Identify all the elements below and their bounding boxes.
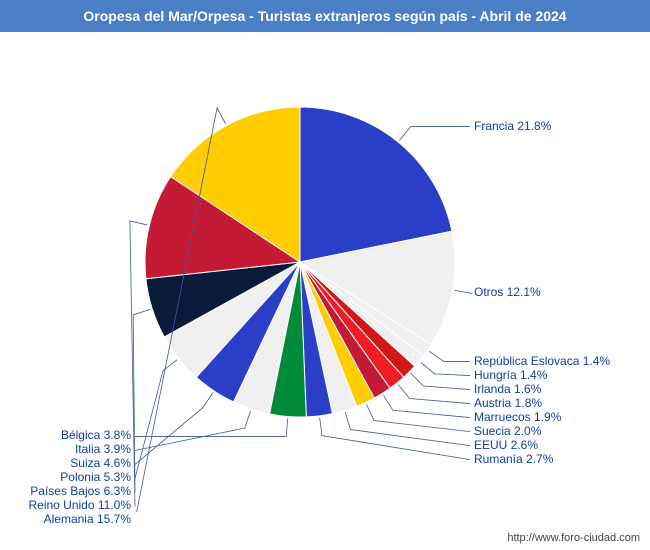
slice-label: Marruecos 1.9%	[474, 410, 561, 424]
slice-label: Hungría 1.4%	[474, 368, 547, 382]
slice-label: EEUU 2.6%	[474, 438, 538, 452]
leader-line	[135, 360, 177, 479]
slice-label: Reino Unido 11.0%	[28, 498, 131, 512]
slice-label: Suecia 2.0%	[474, 424, 541, 438]
slice-label: Países Bajos 6.3%	[30, 484, 131, 498]
slice-label: Polonia 5.3%	[60, 470, 131, 484]
slice-label: República Eslovaca 1.4%	[474, 354, 610, 368]
leader-line	[429, 351, 470, 361]
slice-label: Suiza 4.6%	[70, 456, 131, 470]
chart-title: Oropesa del Mar/Orpesa - Turistas extran…	[0, 0, 650, 32]
slice-label: Otros 12.1%	[474, 285, 541, 299]
leader-line	[383, 395, 470, 418]
slice-label: Austria 1.8%	[474, 396, 542, 410]
slice-label: Italia 3.9%	[75, 442, 131, 456]
leader-line	[135, 393, 213, 465]
pie-chart: Francia 21.8% Otros 12.1% República Eslova…	[0, 32, 650, 512]
leader-line	[366, 404, 470, 431]
leader-line	[421, 362, 470, 375]
leader-line	[411, 373, 470, 389]
leader-line	[399, 127, 470, 141]
leader-line	[398, 384, 470, 403]
source-url: http://www.foro-ciudad.com	[507, 532, 640, 544]
leader-line	[454, 290, 472, 293]
slice-label: Francia 21.8%	[474, 119, 551, 133]
slice-label: Bélgica 3.8%	[61, 428, 131, 442]
leader-line	[320, 418, 470, 460]
slice-label: Irlanda 1.6%	[474, 382, 541, 396]
slice-label: Alemania 15.7%	[44, 512, 131, 526]
slice-label: Rumanía 2.7%	[474, 452, 553, 466]
leader-line	[345, 412, 470, 445]
leader-line	[135, 411, 250, 450]
leader-line	[135, 419, 288, 437]
leader-line	[133, 309, 150, 492]
